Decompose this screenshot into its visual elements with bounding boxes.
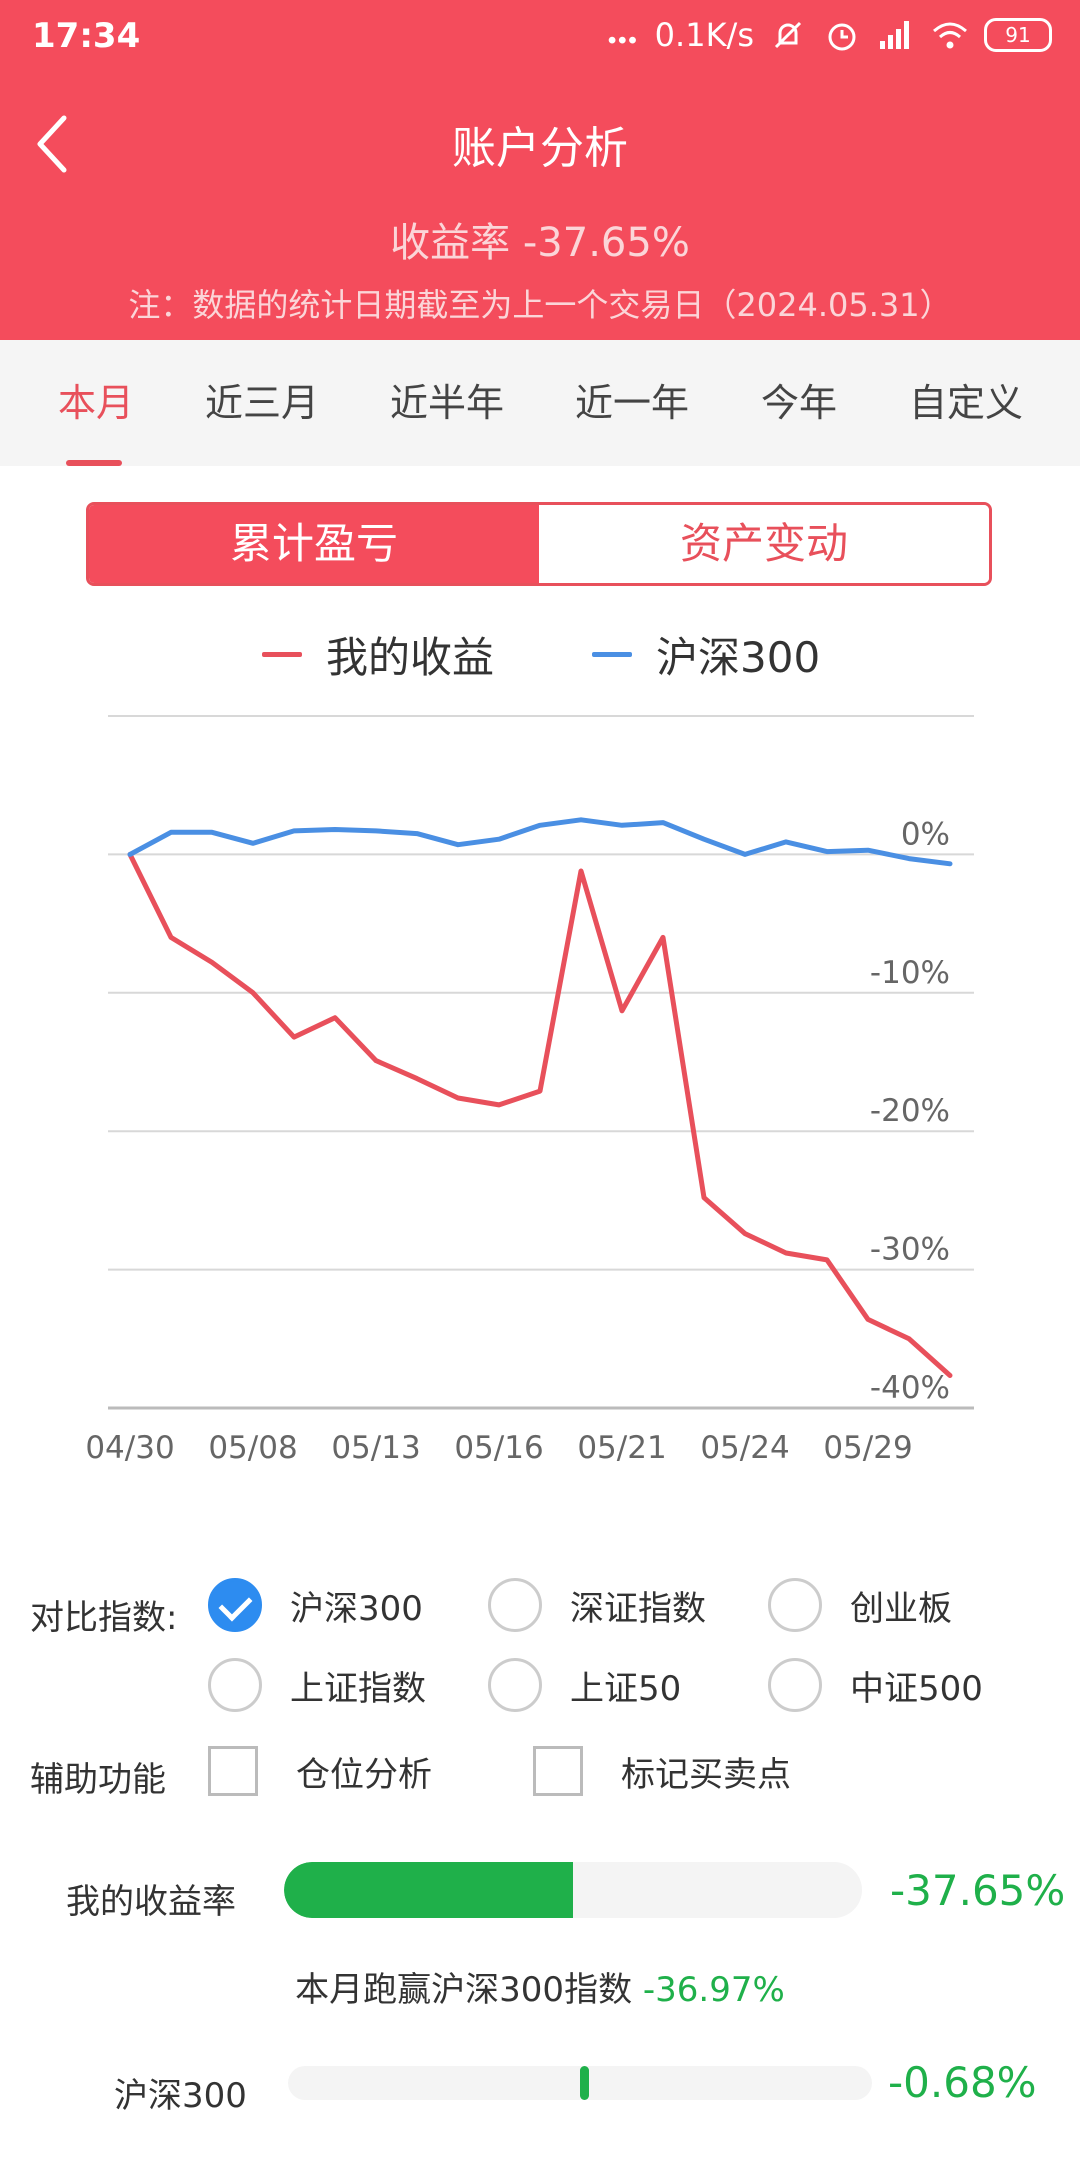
checkbox-icon[interactable] (208, 1746, 258, 1796)
tab-half-year[interactable]: 近半年 (389, 381, 505, 425)
beat-index-text: 本月跑赢沪深300指数 (295, 1970, 633, 2010)
index-return-value: -0.68% (888, 2058, 1037, 2107)
period-tabs: 本月 近三月 近半年 近一年 今年 自定义 (0, 340, 1080, 466)
net-speed: 0.1K/s (654, 16, 754, 54)
compare-option-cyb[interactable]: 创业板 (768, 1578, 952, 1632)
compare-option-szzs[interactable]: 深证指数 (488, 1578, 706, 1632)
compare-option-label: 上证指数 (290, 1668, 426, 1709)
legend-label-mine: 我的收益 (326, 633, 495, 682)
my-return-label: 我的收益率 (66, 1882, 236, 1922)
tab-one-year[interactable]: 近一年 (574, 381, 690, 425)
x-tick-label: 04/30 (85, 1430, 174, 1466)
battery-icon: 91 (984, 18, 1052, 52)
data-note: 注：数据的统计日期截至为上一个交易日（2024.05.31） (128, 286, 952, 324)
checkmark-icon[interactable] (208, 1578, 262, 1632)
beat-index-line: 本月跑赢沪深300指数 -36.97% (0, 1962, 1080, 2011)
alarm-icon (828, 23, 856, 51)
tab-three-months[interactable]: 近三月 (204, 381, 320, 425)
chart-mode-toggle: 累计盈亏 资产变动 (86, 502, 992, 586)
y-tick-label: 0% (901, 816, 950, 852)
series-line-mine (127, 851, 953, 1378)
compare-option-sz50[interactable]: 上证50 (488, 1658, 681, 1712)
returns-chart[interactable]: 0% -10% -20% -30% -40% 04/30 05/08 05/13 05/16 05… (0, 690, 1080, 1490)
my-return-value: -37.65% (890, 1866, 1066, 1915)
yield-label: 收益率 (390, 220, 511, 266)
assist-position-analysis[interactable]: 仓位分析 (208, 1746, 432, 1796)
radio-icon[interactable] (768, 1578, 822, 1632)
legend-swatch-mine (262, 652, 302, 657)
index-return-bar (288, 2066, 872, 2100)
tab-this-month[interactable]: 本月 (57, 381, 135, 425)
status-icons: 0.1K/s 91 (607, 16, 1052, 54)
hd-signal-icon (880, 21, 909, 49)
my-return-bar (284, 1862, 862, 1918)
compare-option-zz500[interactable]: 中证500 (768, 1658, 983, 1712)
more-dots-icon (608, 36, 636, 44)
checkbox-icon[interactable] (533, 1746, 583, 1796)
index-return-bar-fill (580, 2066, 589, 2100)
tab-this-year[interactable]: 今年 (760, 381, 838, 425)
assist-trade-markers[interactable]: 标记买卖点 (533, 1746, 791, 1796)
status-time: 17:34 (32, 16, 141, 56)
compare-option-label: 深证指数 (570, 1588, 706, 1629)
x-tick-label: 05/08 (208, 1430, 297, 1466)
mute-icon (774, 21, 802, 49)
radio-icon[interactable] (768, 1658, 822, 1712)
page-title: 账户分析 (452, 123, 628, 174)
legend-swatch-index (592, 652, 632, 657)
assist-label: 辅助功能 (30, 1760, 166, 1800)
radio-icon[interactable] (208, 1658, 262, 1712)
x-tick-label: 05/21 (577, 1430, 666, 1466)
asset-change-button[interactable]: 资产变动 (539, 505, 989, 583)
y-tick-label: -30% (870, 1232, 950, 1268)
status-bar: 17:34 0.1K/s 91 (0, 0, 1080, 76)
cumulative-pnl-button[interactable]: 累计盈亏 (89, 505, 539, 583)
yield-value: -37.65% (522, 220, 690, 266)
y-tick-label: -40% (870, 1370, 950, 1406)
legend-index: 沪深300 (592, 624, 820, 685)
assist-option-label: 仓位分析 (296, 1754, 432, 1795)
compare-option-label: 中证500 (850, 1668, 983, 1709)
yield-summary: 收益率 -37.65% (0, 210, 1080, 268)
radio-icon[interactable] (488, 1658, 542, 1712)
series-line-index (127, 817, 953, 867)
x-tick-label: 05/16 (454, 1430, 543, 1466)
x-tick-label: 05/13 (331, 1430, 420, 1466)
y-tick-label: -10% (870, 955, 950, 991)
legend-mine: 我的收益 (262, 624, 494, 685)
compare-option-label: 创业板 (850, 1588, 952, 1629)
x-tick-label: 05/24 (700, 1430, 789, 1466)
compare-option-label: 沪深300 (290, 1588, 423, 1629)
compare-option-label: 上证50 (570, 1668, 682, 1709)
chart-legend: 我的收益 沪深300 (0, 624, 1080, 684)
chevron-left-icon[interactable] (24, 108, 84, 180)
beat-index-value: -36.97% (642, 1970, 785, 2010)
my-return-bar-fill (284, 1862, 573, 1918)
wifi-icon (933, 22, 967, 49)
compare-option-hs300[interactable]: 沪深300 (208, 1578, 423, 1632)
active-tab-indicator (66, 460, 122, 466)
header: 17:34 0.1K/s 91 (0, 0, 1080, 340)
index-return-label: 沪深300 (114, 2076, 247, 2116)
radio-icon[interactable] (488, 1578, 542, 1632)
compare-option-szzs-sh[interactable]: 上证指数 (208, 1658, 426, 1712)
assist-option-label: 标记买卖点 (621, 1754, 791, 1795)
x-tick-label: 05/29 (823, 1430, 912, 1466)
tab-custom[interactable]: 自定义 (908, 381, 1024, 425)
legend-label-index: 沪深300 (656, 633, 821, 682)
compare-index-label: 对比指数: (30, 1598, 178, 1638)
y-tick-label: -20% (870, 1093, 950, 1129)
